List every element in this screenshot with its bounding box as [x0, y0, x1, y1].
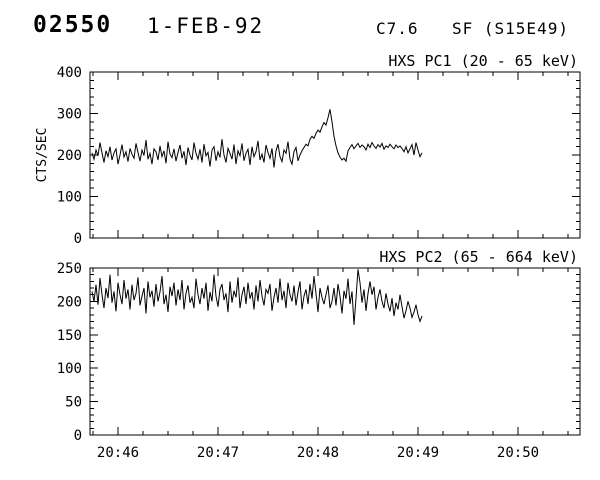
y-tick-label: 100: [57, 361, 82, 377]
panel-title: HXS PC2 (65 - 664 keV): [379, 248, 578, 266]
y-tick-label: 250: [57, 261, 82, 277]
x-tick-label: 20:48: [297, 445, 339, 461]
data-series-line: [91, 109, 423, 168]
event-number: 02550: [33, 12, 113, 38]
goes-class: C7.6: [376, 19, 419, 38]
panel-title: HXS PC1 (20 - 65 keV): [388, 52, 578, 70]
y-axis-title: CTS/SEC: [35, 128, 50, 183]
y-tick-label: 100: [57, 190, 82, 206]
x-tick-label: 20:46: [97, 445, 139, 461]
y-tick-label: 200: [57, 148, 82, 164]
panel-frame: [89, 71, 581, 239]
y-tick-label: 300: [57, 107, 82, 123]
x-tick-label: 20:50: [497, 445, 539, 461]
panel-frame: [89, 267, 581, 436]
y-tick-label: 200: [57, 294, 82, 310]
y-tick-label: 400: [57, 65, 82, 81]
flare-type-location: SF (S15E49): [452, 19, 569, 38]
y-tick-label: 150: [57, 328, 82, 344]
event-date: 1-FEB-92: [147, 14, 265, 38]
y-tick-label: 0: [74, 231, 82, 247]
x-tick-label: 20:49: [397, 445, 439, 461]
data-series-line: [91, 269, 423, 325]
y-tick-label: 0: [74, 428, 82, 444]
y-tick-label: 50: [65, 395, 82, 411]
x-tick-label: 20:47: [197, 445, 239, 461]
